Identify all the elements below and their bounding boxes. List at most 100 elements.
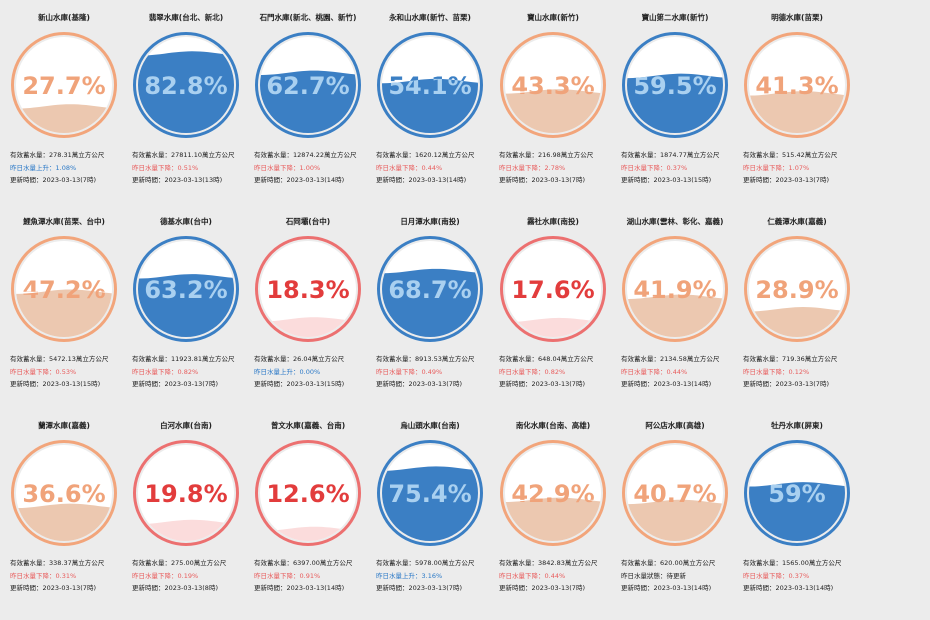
- effective-volume: 有效蓄水量：648.04萬立方公尺: [499, 353, 617, 366]
- reservoir-card[interactable]: 湖山水庫(雲林、彰化、嘉義) 41.9%41.9% 有效蓄水量：2134.58萬立方…: [616, 204, 734, 394]
- gauge-ring: [377, 440, 483, 546]
- volume-label: 有效蓄水量：: [621, 151, 660, 159]
- daily-change: 昨日水量下降：1.07%: [743, 163, 810, 172]
- percent-label: 54.1%: [388, 72, 471, 100]
- percent-label: 63.2%: [144, 276, 227, 304]
- reservoir-name: 翡翠水庫(台北、新北): [148, 13, 224, 22]
- water-fill: [749, 482, 845, 541]
- volume-unit: 萬立方公尺: [560, 355, 594, 363]
- volume-unit: 萬立方公尺: [202, 355, 235, 363]
- update-value: 2023-03-13(14時): [408, 176, 467, 184]
- effective-volume: 有效蓄水量：1874.77萬立方公尺: [621, 149, 739, 162]
- percent-label: 19.8%: [144, 480, 227, 508]
- reservoir-card[interactable]: 曾文水庫(嘉義、台南) 12.6%12.6% 有效蓄水量：6397.00萬立方公尺昨…: [249, 408, 367, 598]
- reservoir-info: 有效蓄水量：5978.00萬立方公尺 昨日水量上升：3.16% 更新時間：2023-…: [376, 557, 494, 595]
- reservoir-card[interactable]: 仁義潭水庫(嘉義) 28.9%28.9% 有效蓄水量：719.36萬立方公尺昨日水量…: [738, 204, 856, 394]
- daily-change: 昨日水量下降：0.51%: [132, 163, 199, 172]
- volume-unit: 萬立方公尺: [686, 151, 720, 159]
- gauge-ring: [133, 440, 239, 546]
- volume-unit: 萬立方公尺: [441, 559, 475, 567]
- water-fill: [16, 503, 112, 541]
- update-time: 更新時間：2023-03-13(7時): [10, 174, 128, 187]
- reservoir-card[interactable]: 霧社水庫(南投) 17.6%17.6% 有效蓄水量：648.04萬立方公尺昨日水量下…: [494, 204, 612, 394]
- reservoir-card[interactable]: 阿公店水庫(高雄) 40.7%40.7% 有效蓄水量：620.00萬立方公尺昨日水量…: [616, 408, 734, 598]
- daily-change: 昨日水量下降：0.44%: [621, 367, 688, 376]
- reservoir-name: 鯉魚潭水庫(苗栗、台中): [23, 217, 105, 226]
- water-fill: [138, 274, 234, 337]
- update-label: 更新時間：: [743, 176, 776, 184]
- gauge-ring: [744, 32, 850, 138]
- water-level-gauge: 27.7%27.7%: [10, 31, 118, 139]
- update-label: 更新時間：: [743, 380, 776, 388]
- percent-label: 43.3%: [511, 72, 594, 100]
- reservoir-info: 有效蓄水量：26.04萬立方公尺 昨日水量上升：0.00% 更新時間：2023-03…: [254, 353, 372, 391]
- update-label: 更新時間：: [254, 584, 287, 592]
- reservoir-card[interactable]: 永和山水庫(新竹、苗栗) 54.1%54.1% 有效蓄水量：1620.12萬立方公尺…: [371, 0, 489, 190]
- daily-change: 昨日水量下降：0.37%: [621, 163, 688, 172]
- reservoir-info: 有效蓄水量：648.04萬立方公尺 昨日水量下降：0.82% 更新時間：2023-0…: [499, 353, 617, 391]
- percent-label: 59%: [768, 480, 825, 508]
- update-value: 2023-03-13(14時): [286, 584, 345, 592]
- reservoir-card[interactable]: 明德水庫(苗栗) 41.3%41.3% 有效蓄水量：515.42萬立方公尺昨日水量下…: [738, 0, 856, 190]
- reservoir-card[interactable]: 石岡壩(台中) 18.3%18.3% 有效蓄水量：26.04萬立方公尺昨日水量上升：…: [249, 204, 367, 394]
- reservoir-card[interactable]: 白河水庫(台南) 19.8%19.8% 有效蓄水量：275.00萬立方公尺昨日水量下…: [127, 408, 245, 598]
- water-level-gauge: 63.2%63.2%: [132, 235, 240, 343]
- reservoir-card[interactable]: 牡丹水庫(屏東) 59%59% 有效蓄水量：1565.00萬立方公尺昨日水量下降：0…: [738, 408, 856, 598]
- reservoir-card[interactable]: 鯉魚潭水庫(苗栗、台中) 47.2% 47.2% 有效蓄水量：5472.13萬立方公尺…: [5, 204, 123, 394]
- update-time: 更新時間：2023-03-13(7時): [376, 378, 494, 391]
- daily-change: 昨日水量下降：0.31%: [10, 571, 77, 580]
- effective-volume: 有效蓄水量：5472.13萬立方公尺: [10, 353, 128, 366]
- update-value: 2023-03-13(7時): [164, 380, 218, 388]
- reservoir-card[interactable]: 寶山第二水庫(新竹) 59.5%59.5% 有效蓄水量：1874.77萬立方公尺昨日…: [616, 0, 734, 190]
- percent-label: 54.1%: [388, 72, 471, 100]
- reservoir-info: 有效蓄水量：2134.58萬立方公尺 昨日水量下降：0.44% 更新時間：2023-…: [621, 353, 739, 391]
- reservoir-card[interactable]: 翡翠水庫(台北、新北) 82.8%82.8% 有效蓄水量：27811.10萬立方公尺…: [127, 0, 245, 190]
- reservoir-card[interactable]: 日月潭水庫(南投) 68.7%68.7% 有效蓄水量：8913.53萬立方公尺昨日水…: [371, 204, 489, 394]
- water-level-gauge: 54.1%54.1%: [376, 31, 484, 139]
- gauge-ring: [622, 440, 728, 546]
- reservoir-card[interactable]: 烏山頭水庫(台南) 75.4%75.4% 有效蓄水量：5978.00萬立方公尺昨日水…: [371, 408, 489, 598]
- gauge-ring: [377, 32, 483, 138]
- reservoir-info: 有效蓄水量：1620.12萬立方公尺 昨日水量下降：0.44% 更新時間：2023-…: [376, 149, 494, 187]
- effective-volume: 有效蓄水量：1565.00萬立方公尺: [743, 557, 861, 570]
- percent-label: 82.8%: [144, 72, 227, 100]
- volume-value: 27811.10: [171, 151, 203, 159]
- reservoir-card[interactable]: 德基水庫(台中) 63.2%63.2% 有效蓄水量：11923.81萬立方公尺昨日水…: [127, 204, 245, 394]
- water-fill: [138, 51, 234, 133]
- daily-change: 昨日水量下降：0.53%: [10, 367, 77, 376]
- reservoir-card[interactable]: 南化水庫(台南、高雄) 42.9%42.9% 有效蓄水量：3842.83萬立方公尺昨…: [494, 408, 612, 598]
- reservoir-info: 有效蓄水量：278.31萬立方公尺 昨日水量上升：1.08% 更新時間：2023-0…: [10, 149, 128, 187]
- water-level-gauge: 36.6%36.6%: [10, 439, 118, 547]
- volume-value: 338.37: [49, 559, 72, 567]
- percent-label: 47.2%: [22, 276, 105, 304]
- percent-label: 12.6%: [266, 480, 349, 508]
- update-label: 更新時間：: [376, 584, 409, 592]
- effective-volume: 有效蓄水量：719.36萬立方公尺: [743, 353, 861, 366]
- water-level-gauge: 41.9%41.9%: [621, 235, 729, 343]
- gauge-ring: [133, 32, 239, 138]
- volume-value: 12874.22: [293, 151, 325, 159]
- effective-volume: 有效蓄水量：275.00萬立方公尺: [132, 557, 250, 570]
- update-time: 更新時間：2023-03-13(15時): [254, 378, 372, 391]
- gauge-ring: [11, 32, 117, 138]
- update-value: 2023-03-13(8時): [164, 584, 218, 592]
- volume-label: 有效蓄水量：: [254, 151, 293, 159]
- percent-label: 59.5%: [633, 72, 716, 100]
- water-fill: [382, 466, 478, 541]
- reservoir-card[interactable]: 蘭潭水庫(嘉義) 36.6%36.6% 有效蓄水量：338.37萬立方公尺昨日水量下…: [5, 408, 123, 598]
- reservoir-card[interactable]: 寶山水庫(新竹) 43.3%43.3% 有效蓄水量：216.98萬立方公尺昨日水量下…: [494, 0, 612, 190]
- volume-unit: 萬立方公尺: [804, 355, 838, 363]
- update-label: 更新時間：: [254, 176, 287, 184]
- reservoir-card[interactable]: 新山水庫(基隆) 27.7%27.7% 有效蓄水量：278.31萬立方公尺昨日水量上…: [5, 0, 123, 190]
- water-fill: [260, 526, 356, 541]
- reservoir-card[interactable]: 石門水庫(新北、桃園、新竹) 62.7%62.7% 有效蓄水量：12874.22萬立…: [249, 0, 367, 190]
- volume-value: 26.04: [293, 355, 312, 363]
- percent-label: 18.3%: [266, 276, 349, 304]
- update-label: 更新時間：: [254, 380, 287, 388]
- reservoir-name: 寶山第二水庫(新竹): [641, 13, 709, 22]
- update-time: 更新時間：2023-03-13(13時): [132, 174, 250, 187]
- update-time: 更新時間：2023-03-13(7時): [376, 582, 494, 595]
- update-label: 更新時間：: [499, 380, 532, 388]
- volume-value: 5978.00: [415, 559, 442, 567]
- volume-value: 648.04: [538, 355, 561, 363]
